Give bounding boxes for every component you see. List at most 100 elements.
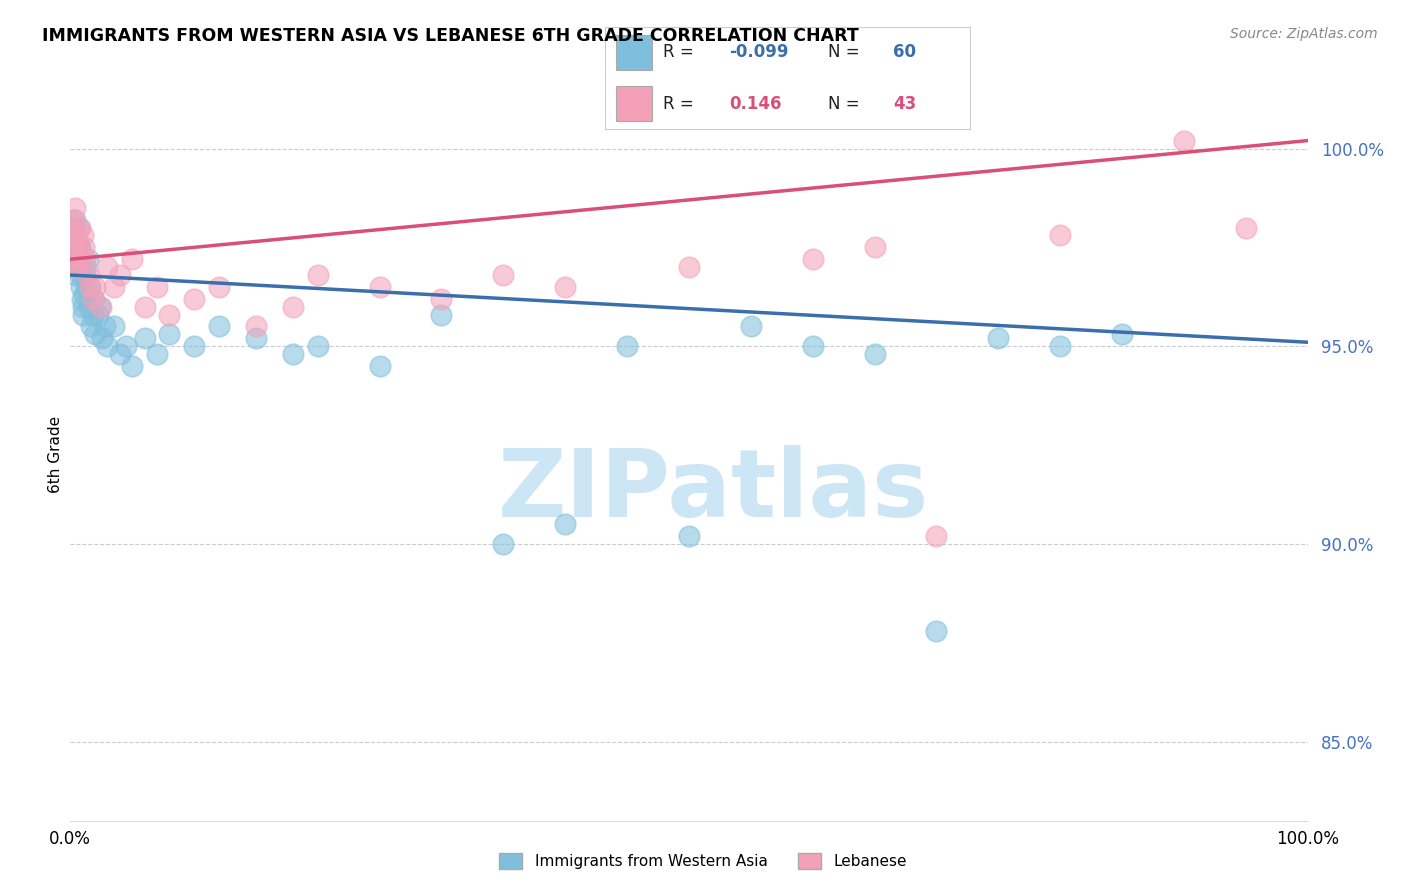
Point — [73, 240, 96, 254]
Point — [69, 268, 91, 282]
Point — [70, 248, 93, 262]
Point — [134, 331, 156, 345]
Point — [84, 327, 107, 342]
Point — [96, 339, 118, 353]
Point — [65, 240, 87, 254]
Point — [72, 228, 94, 243]
Point — [94, 319, 117, 334]
Point — [73, 287, 96, 301]
Point — [79, 280, 101, 294]
Text: R =: R = — [664, 95, 704, 112]
Point — [66, 236, 89, 251]
Point — [740, 319, 762, 334]
Point — [925, 624, 948, 638]
Point — [63, 212, 86, 227]
Point — [368, 280, 391, 294]
Point — [1234, 220, 1257, 235]
Point — [60, 240, 83, 254]
Point — [121, 252, 143, 267]
Point — [1049, 339, 1071, 353]
Point — [75, 252, 97, 267]
Point — [987, 331, 1010, 345]
Point — [72, 300, 94, 314]
Point — [801, 252, 824, 267]
Point — [69, 252, 91, 267]
Point — [1173, 134, 1195, 148]
Point — [62, 212, 84, 227]
Point — [121, 359, 143, 373]
Point — [103, 280, 125, 294]
Point — [863, 347, 886, 361]
Point — [925, 529, 948, 543]
Point — [62, 240, 84, 254]
Point — [63, 252, 86, 267]
Point — [73, 260, 96, 274]
Point — [208, 319, 231, 334]
Point — [75, 268, 97, 282]
Point — [70, 280, 93, 294]
Point — [76, 252, 98, 267]
Y-axis label: 6th Grade: 6th Grade — [48, 417, 63, 493]
Point — [70, 292, 93, 306]
Point — [63, 252, 86, 267]
Point — [492, 537, 515, 551]
Point — [208, 280, 231, 294]
Text: N =: N = — [828, 44, 865, 62]
Point — [69, 240, 91, 254]
Point — [281, 300, 304, 314]
Point — [616, 339, 638, 353]
Point — [678, 529, 700, 543]
Point — [281, 347, 304, 361]
Point — [157, 308, 180, 322]
Point — [67, 260, 90, 274]
Point — [245, 319, 267, 334]
Point — [79, 280, 101, 294]
Point — [245, 331, 267, 345]
Point — [84, 280, 107, 294]
Point — [82, 308, 104, 322]
Point — [307, 339, 329, 353]
Point — [146, 347, 169, 361]
Point — [1111, 327, 1133, 342]
Text: N =: N = — [828, 95, 865, 112]
Text: Source: ZipAtlas.com: Source: ZipAtlas.com — [1230, 27, 1378, 41]
Point — [67, 260, 90, 274]
Point — [66, 240, 89, 254]
Point — [60, 220, 83, 235]
Text: 60: 60 — [893, 44, 917, 62]
Point — [66, 248, 89, 262]
Point — [492, 268, 515, 282]
Point — [115, 339, 138, 353]
Point — [67, 220, 90, 235]
Point — [80, 319, 103, 334]
Text: R =: R = — [664, 44, 699, 62]
Text: -0.099: -0.099 — [728, 44, 789, 62]
Legend: Immigrants from Western Asia, Lebanese: Immigrants from Western Asia, Lebanese — [494, 847, 912, 875]
Point — [72, 308, 94, 322]
Point — [62, 228, 84, 243]
Point — [146, 280, 169, 294]
Point — [368, 359, 391, 373]
Text: IMMIGRANTS FROM WESTERN ASIA VS LEBANESE 6TH GRADE CORRELATION CHART: IMMIGRANTS FROM WESTERN ASIA VS LEBANESE… — [42, 27, 859, 45]
Point — [69, 220, 91, 235]
Point — [82, 292, 104, 306]
Point — [65, 268, 87, 282]
Point — [430, 308, 453, 322]
Point — [1049, 228, 1071, 243]
Point — [65, 228, 87, 243]
Point — [75, 280, 97, 294]
Point — [83, 292, 105, 306]
Point — [430, 292, 453, 306]
Point — [183, 292, 205, 306]
Text: 0.146: 0.146 — [728, 95, 782, 112]
Text: ZIPatlas: ZIPatlas — [498, 445, 929, 538]
Point — [76, 268, 98, 282]
Point — [86, 308, 108, 322]
Point — [96, 260, 118, 274]
Point — [134, 300, 156, 314]
Point — [678, 260, 700, 274]
Point — [108, 347, 131, 361]
Point — [89, 300, 111, 314]
Point — [183, 339, 205, 353]
Point — [103, 319, 125, 334]
